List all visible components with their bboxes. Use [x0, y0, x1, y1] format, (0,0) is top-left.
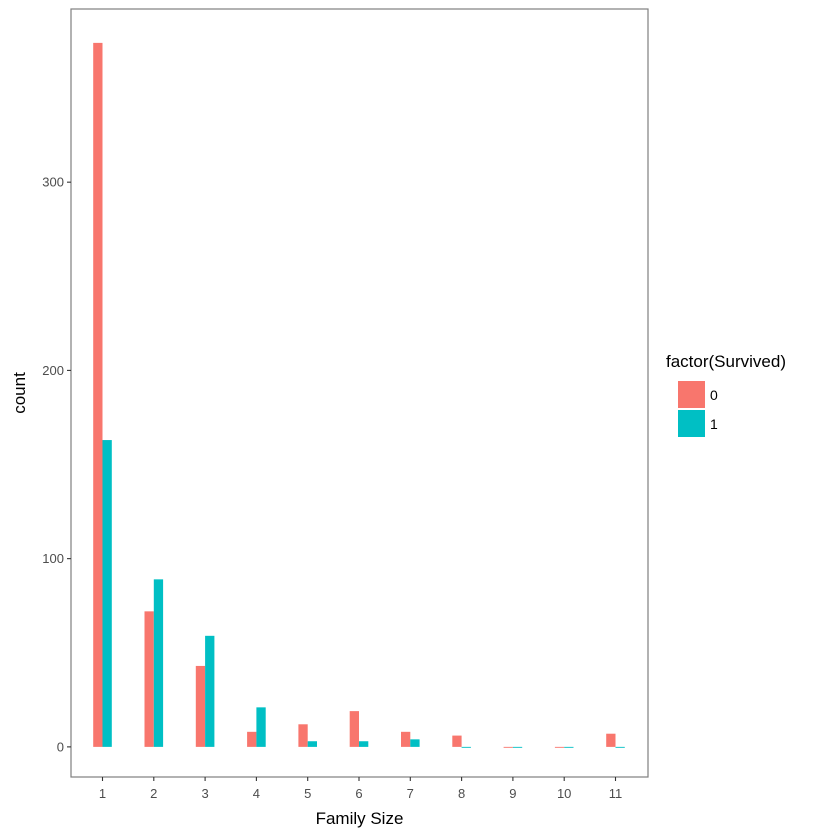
- bar-series-0-size-2: [144, 611, 154, 747]
- bar-series-1-size-8: [461, 746, 471, 748]
- bar-series-1-size-6: [359, 741, 369, 747]
- x-tick-label: 11: [609, 786, 623, 801]
- bar-series-1-size-7: [410, 739, 420, 747]
- legend-items: 01: [678, 381, 718, 437]
- legend: factor(Survived) 01: [666, 352, 786, 437]
- legend-label-0: 0: [710, 387, 718, 403]
- x-tick-label: 4: [253, 786, 260, 801]
- y-axis: 0 100 200 300: [42, 175, 71, 754]
- bar-series-1-size-2: [153, 579, 164, 747]
- bar-series-1-size-4: [256, 707, 266, 747]
- x-tick-label: 9: [509, 786, 516, 801]
- x-axis: 1 2 3 4 5 6 7 8 9 10 11: [99, 777, 622, 801]
- bar-series-0-size-11: [606, 733, 616, 747]
- bar-series-1-size-1: [102, 440, 112, 747]
- bar-series-0-size-7: [401, 731, 411, 747]
- legend-key-0: [678, 381, 705, 408]
- x-tick-label: 2: [150, 786, 157, 801]
- x-tick-label: 6: [355, 786, 362, 801]
- plot-background: [71, 9, 648, 777]
- bar-series-1-size-10: [564, 746, 574, 748]
- x-tick-label: 5: [304, 786, 311, 801]
- bar-series-1-size-11: [615, 746, 625, 748]
- legend-key-1: [678, 410, 705, 437]
- y-tick-label: 300: [42, 175, 64, 190]
- x-axis-title: Family Size: [316, 809, 404, 828]
- bar-series-0-size-9: [503, 746, 513, 748]
- bar-series-1-size-5: [307, 741, 317, 747]
- x-tick-label: 7: [407, 786, 414, 801]
- y-tick-label: 0: [57, 739, 64, 754]
- bar-series-0-size-10: [554, 746, 565, 748]
- legend-title: factor(Survived): [666, 352, 786, 371]
- x-tick-label: 3: [201, 786, 208, 801]
- bar-series-0-size-8: [452, 735, 462, 747]
- x-tick-label: 8: [458, 786, 465, 801]
- x-tick-label: 1: [99, 786, 106, 801]
- y-tick-label: 100: [42, 551, 64, 566]
- bar-series-0-size-6: [349, 711, 359, 747]
- y-axis-title: count: [10, 372, 29, 414]
- legend-label-1: 1: [710, 416, 718, 432]
- y-tick-label: 200: [42, 363, 64, 378]
- x-tick-label: 10: [557, 786, 571, 801]
- bar-series-1-size-3: [205, 635, 215, 747]
- bar-series-0-size-3: [195, 665, 206, 747]
- bar-series-0-size-4: [247, 731, 257, 747]
- bar-series-0-size-1: [93, 42, 103, 747]
- bars: [93, 42, 625, 748]
- bar-series-1-size-9: [512, 746, 523, 748]
- bar-series-0-size-5: [298, 724, 308, 747]
